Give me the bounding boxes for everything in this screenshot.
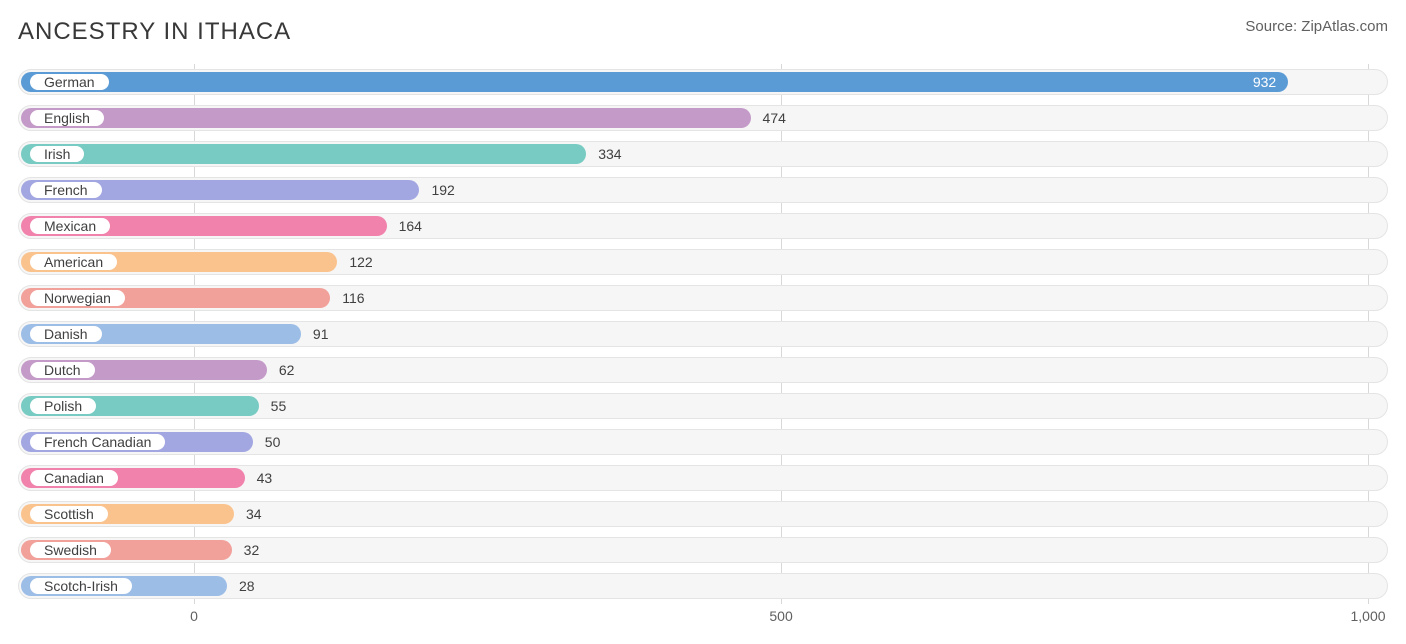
header: ANCESTRY IN ITHACA Source: ZipAtlas.com bbox=[18, 18, 1388, 46]
category-pill: French Canadian bbox=[28, 432, 167, 452]
bar bbox=[21, 144, 586, 164]
value-label: 192 bbox=[431, 180, 454, 200]
x-tick-label: 0 bbox=[190, 608, 198, 624]
category-pill: Danish bbox=[28, 324, 104, 344]
category-pill: Norwegian bbox=[28, 288, 127, 308]
value-label: 28 bbox=[239, 576, 255, 596]
category-pill: German bbox=[28, 72, 111, 92]
value-label: 116 bbox=[342, 288, 364, 308]
value-label: 34 bbox=[246, 504, 262, 524]
category-pill: Mexican bbox=[28, 216, 112, 236]
bar-row: German 932 bbox=[18, 64, 1388, 100]
category-pill: Scottish bbox=[28, 504, 110, 524]
bar bbox=[21, 72, 1288, 92]
bar-row: French Canadian 50 bbox=[18, 424, 1388, 460]
source-link[interactable]: ZipAtlas.com bbox=[1301, 18, 1388, 35]
value-label: 91 bbox=[313, 324, 329, 344]
value-label: 932 bbox=[1253, 72, 1276, 92]
value-label: 474 bbox=[763, 108, 786, 128]
bar-row: American 122 bbox=[18, 244, 1388, 280]
category-pill: Irish bbox=[28, 144, 86, 164]
bar-row: Danish 91 bbox=[18, 316, 1388, 352]
x-tick-label: 1,000 bbox=[1351, 608, 1386, 624]
category-pill: French bbox=[28, 180, 104, 200]
x-axis: 0 500 1,000 bbox=[18, 604, 1388, 630]
bar-row: English 474 bbox=[18, 100, 1388, 136]
category-pill: Dutch bbox=[28, 360, 97, 380]
category-pill: Scotch-Irish bbox=[28, 576, 134, 596]
bar-chart: German 932 English 474 Irish 334 French 192 Mexi… bbox=[18, 64, 1388, 634]
source-attribution: Source: ZipAtlas.com bbox=[1245, 18, 1388, 35]
bar-row: Dutch 62 bbox=[18, 352, 1388, 388]
bar-row: Mexican 164 bbox=[18, 208, 1388, 244]
value-label: 32 bbox=[244, 540, 260, 560]
value-label: 62 bbox=[279, 360, 295, 380]
x-tick-label: 500 bbox=[769, 608, 792, 624]
category-pill: Swedish bbox=[28, 540, 113, 560]
chart-title: ANCESTRY IN ITHACA bbox=[18, 18, 291, 46]
value-label: 164 bbox=[399, 216, 422, 236]
bar-row: Irish 334 bbox=[18, 136, 1388, 172]
bar-row: Polish 55 bbox=[18, 388, 1388, 424]
category-pill: American bbox=[28, 252, 119, 272]
category-pill: Canadian bbox=[28, 468, 120, 488]
category-pill: English bbox=[28, 108, 106, 128]
chart-container: ANCESTRY IN ITHACA Source: ZipAtlas.com … bbox=[0, 0, 1406, 644]
value-label: 334 bbox=[598, 144, 621, 164]
bar-row: Scotch-Irish 28 bbox=[18, 568, 1388, 604]
bar bbox=[21, 108, 751, 128]
category-pill: Polish bbox=[28, 396, 98, 416]
bar-row: Canadian 43 bbox=[18, 460, 1388, 496]
value-label: 43 bbox=[257, 468, 273, 488]
value-label: 122 bbox=[349, 252, 372, 272]
value-label: 50 bbox=[265, 432, 281, 452]
plot-area: German 932 English 474 Irish 334 French 192 Mexi… bbox=[18, 64, 1388, 604]
bar-row: French 192 bbox=[18, 172, 1388, 208]
bar-row: Norwegian 116 bbox=[18, 280, 1388, 316]
value-label: 55 bbox=[271, 396, 287, 416]
bar-row: Swedish 32 bbox=[18, 532, 1388, 568]
source-prefix: Source: bbox=[1245, 18, 1301, 35]
bar-row: Scottish 34 bbox=[18, 496, 1388, 532]
